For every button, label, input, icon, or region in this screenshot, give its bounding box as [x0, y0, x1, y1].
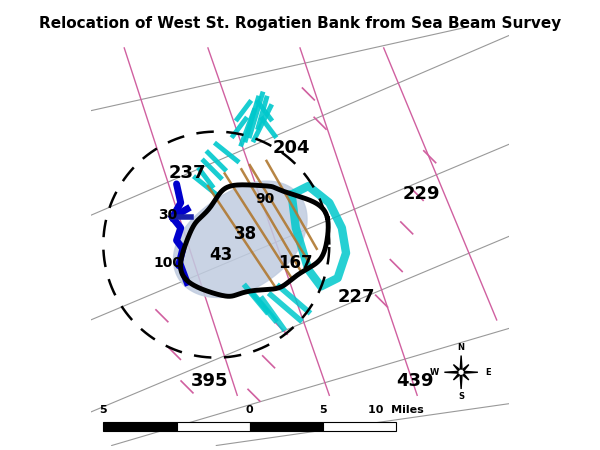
- Text: S: S: [458, 392, 464, 401]
- Polygon shape: [464, 371, 478, 373]
- Text: 10  Miles: 10 Miles: [368, 405, 424, 415]
- Polygon shape: [454, 374, 460, 380]
- Text: 0: 0: [246, 405, 254, 415]
- Bar: [176, 422, 250, 431]
- Text: 204: 204: [273, 140, 310, 158]
- Text: 5: 5: [100, 405, 107, 415]
- Text: 237: 237: [168, 164, 206, 183]
- Text: 439: 439: [397, 372, 434, 390]
- Text: 30: 30: [158, 208, 178, 222]
- Text: E: E: [485, 368, 491, 377]
- Bar: [250, 422, 323, 431]
- Polygon shape: [463, 364, 469, 371]
- Text: 5: 5: [319, 405, 327, 415]
- Bar: [103, 422, 176, 431]
- Polygon shape: [460, 375, 462, 389]
- Text: 90: 90: [255, 192, 274, 206]
- Text: N: N: [458, 343, 464, 352]
- Polygon shape: [173, 181, 307, 297]
- Text: 229: 229: [403, 185, 440, 203]
- Text: 395: 395: [191, 372, 229, 390]
- Text: 43: 43: [209, 246, 232, 264]
- Text: W: W: [430, 368, 439, 377]
- Text: 38: 38: [234, 225, 257, 243]
- Polygon shape: [454, 364, 460, 371]
- Text: 167: 167: [278, 254, 313, 272]
- Text: 227: 227: [338, 288, 375, 306]
- Text: 100: 100: [154, 256, 182, 270]
- Polygon shape: [463, 374, 469, 380]
- Polygon shape: [460, 356, 462, 369]
- Polygon shape: [445, 371, 458, 373]
- Bar: [323, 422, 396, 431]
- Text: Relocation of West St. Rogatien Bank from Sea Beam Survey: Relocation of West St. Rogatien Bank fro…: [39, 16, 561, 31]
